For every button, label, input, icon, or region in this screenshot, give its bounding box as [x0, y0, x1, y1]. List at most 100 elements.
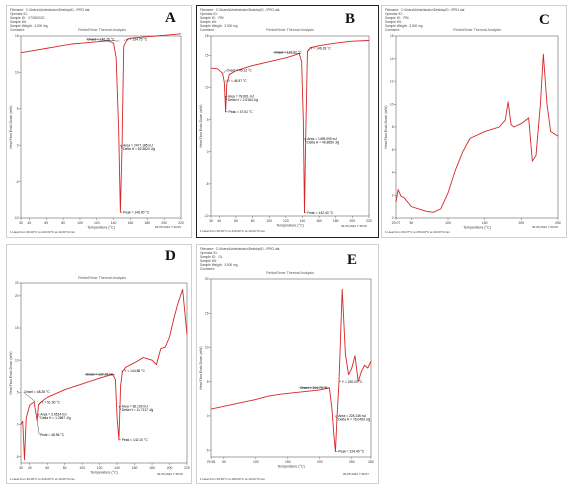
footer-timestamp: 09.05.2022 7:36:07	[343, 472, 369, 476]
x-tick-label: 100	[253, 460, 259, 464]
chart-title: PerkinElmer Thermal Analysis	[78, 276, 126, 280]
annotation-leader	[224, 96, 228, 101]
annotation-label: Y = 46.97 °C	[228, 79, 247, 83]
data-point	[550, 131, 551, 132]
annotation-label: Peak = 48.56 °C	[40, 433, 65, 437]
header-line: Comment:	[385, 28, 400, 32]
x-tick-label: 200	[350, 219, 356, 223]
annotation-label: Area = 228.136 mJ	[338, 414, 366, 418]
x-axis-label: Temperature (°C)	[90, 471, 118, 475]
panel-letter: A	[165, 10, 176, 26]
x-tick-label: 30	[19, 466, 23, 470]
x-tick-label: 120	[283, 219, 289, 223]
footer-timestamp: 09.05.2022 7:30:09	[532, 225, 558, 229]
data-point	[116, 417, 118, 419]
data-point	[335, 42, 336, 44]
data-point	[180, 33, 182, 35]
data-point	[25, 417, 27, 419]
chart-panel-d: D PerkinElmer Thermal Analysis 30 40 60 80 1…	[6, 244, 192, 484]
x-tick-label: 160	[316, 219, 322, 223]
header-line: Sample Wt:	[10, 20, 27, 24]
x-tick-label: 200	[519, 221, 525, 225]
annotation-label: Y = 51.90 °C	[41, 400, 60, 404]
chart-title: PerkinElmer Thermal Analysis	[78, 28, 126, 32]
header-line: Filename: C:\Users\Administrator\Desktop…	[10, 8, 90, 12]
y-tick-label: 0	[17, 423, 19, 427]
data-point	[319, 389, 321, 391]
data-point	[252, 65, 253, 66]
data-point	[217, 68, 218, 70]
y-tick-label: 15	[205, 53, 209, 57]
series-line	[20, 33, 182, 213]
x-tick-label: 40	[217, 219, 221, 223]
data-point	[507, 101, 509, 103]
y-tick-label: 0	[207, 414, 209, 418]
x-tick-label: 150	[482, 221, 488, 225]
x-tick-label: 30	[19, 221, 23, 225]
header-line: Sample Weight: 3.000 mg	[200, 263, 238, 267]
x-tick-label: 220	[184, 466, 190, 470]
header-line: Sample ID: PBI	[200, 16, 224, 20]
y-tick-label: 0	[207, 150, 209, 154]
x-tick-label: 60	[44, 221, 48, 225]
annotation-label: Delta H = 76.0453 J/g	[338, 418, 370, 422]
data-point	[403, 197, 405, 198]
header-line: Sample Wt:	[200, 259, 217, 263]
header-line: Sample ID: PBI	[385, 16, 409, 20]
header-line: Sample ID: GL	[200, 255, 223, 259]
data-point	[210, 67, 212, 69]
annotation-label: Area = 2477.185 mJ	[123, 143, 153, 147]
data-point	[115, 57, 117, 59]
data-point	[397, 189, 399, 190]
data-point	[242, 401, 244, 403]
data-point	[499, 126, 500, 128]
header-line: Filename: C:\Users\Administrator\Desktop…	[200, 247, 280, 251]
annotation-leader	[118, 406, 122, 411]
data-point	[210, 408, 212, 410]
header-line: Sample Weight: 3.000 mg	[200, 24, 238, 28]
x-tick-label: 30	[209, 219, 213, 223]
chart-plot: 29.95 50 100 150 200 250 28020151050-5Temperat…	[199, 277, 374, 468]
annotation-leader	[23, 391, 36, 403]
data-point	[425, 210, 427, 212]
data-point	[354, 355, 356, 356]
y-tick-label: 10	[205, 346, 209, 350]
annotation-leader	[86, 38, 120, 42]
data-point	[123, 45, 124, 47]
x-tick-label: 140	[111, 221, 117, 225]
y-tick-label: 5	[207, 380, 209, 384]
series-line	[395, 53, 559, 213]
annotation-label: Peak = 47.61 °C	[228, 110, 253, 114]
data-point	[301, 61, 302, 62]
data-point	[172, 34, 173, 35]
data-point	[173, 318, 175, 319]
annotation-label: Peak = 224.40 °C	[338, 450, 365, 454]
y-tick-label: 5	[207, 118, 209, 122]
data-point	[147, 36, 148, 37]
data-point	[370, 360, 372, 362]
plot-frame	[395, 35, 559, 219]
y-tick-label: 14	[390, 57, 394, 61]
chart-title: PerkinElmer Thermal Analysis	[266, 271, 314, 275]
data-point	[182, 289, 183, 290]
footer-timestamp: 09.05.2022 7:36:09	[157, 472, 183, 476]
data-point	[462, 151, 463, 153]
data-point	[138, 37, 140, 38]
panel-header: Filename: C:\Users\Administrator\Desktop…	[385, 8, 464, 32]
data-point	[455, 169, 456, 171]
x-tick-label: 100	[445, 221, 451, 225]
panel-letter: D	[165, 248, 176, 264]
data-point	[345, 354, 346, 355]
x-tick-label: 200	[317, 460, 323, 464]
y-tick-label: -5	[16, 455, 19, 459]
x-tick-label: 80	[251, 219, 255, 223]
x-tick-label: 180	[333, 219, 339, 223]
y-tick-label: 0	[392, 216, 394, 220]
y-tick-label: 5	[17, 107, 19, 111]
chart-plot: 30 40 60 80 100 120 140 160 180 200 220 15 10 5 0 -5 -10…	[9, 33, 184, 230]
chart-title: PerkinElmer Thermal Analysis	[266, 28, 314, 32]
panel-letter: C	[539, 12, 550, 28]
data-point	[71, 43, 72, 45]
data-point	[104, 40, 106, 42]
x-tick-label: 100	[79, 466, 85, 470]
